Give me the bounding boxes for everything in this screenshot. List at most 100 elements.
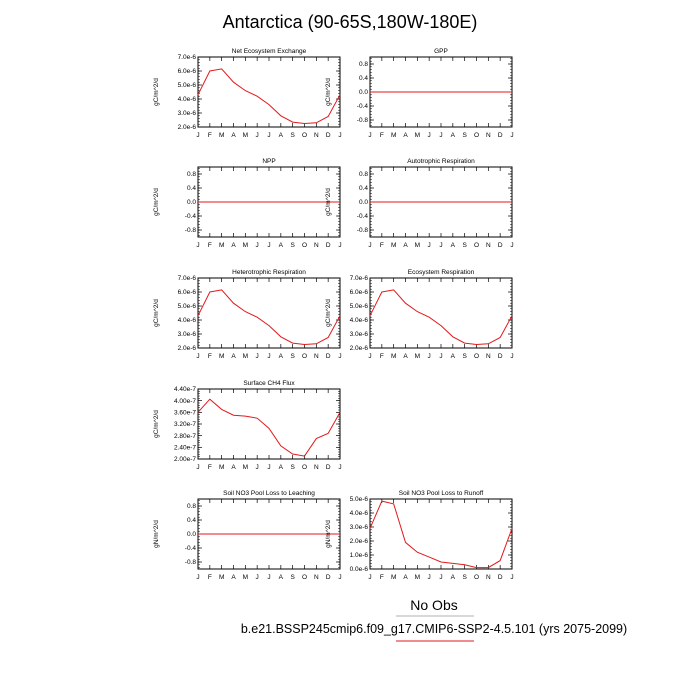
y-tick-label: -0.8: [185, 559, 197, 566]
x-tick-label: A: [231, 353, 236, 360]
x-tick-label: J: [439, 353, 442, 360]
panel-title: Ecosystem Respiration: [408, 269, 475, 276]
x-tick-label: J: [256, 353, 259, 360]
x-tick-label: A: [231, 242, 236, 249]
y-axis-label: gC/m^2/d: [153, 188, 160, 216]
x-tick-label: J: [368, 132, 371, 139]
x-tick-label: O: [474, 132, 479, 139]
y-tick-label: 2.0e-6: [178, 124, 197, 131]
x-tick-label: S: [462, 353, 467, 360]
x-tick-label: D: [326, 132, 331, 139]
y-tick-label: 0.0: [187, 199, 196, 206]
x-tick-label: N: [314, 464, 319, 471]
x-tick-label: A: [403, 242, 408, 249]
y-tick-label: 6.0e-6: [178, 68, 197, 75]
panel-title: Soil NO3 Pool Loss to Runoff: [399, 490, 484, 497]
y-tick-label: 5.0e-6: [350, 303, 369, 310]
x-tick-label: M: [219, 464, 224, 471]
panel-8: Soil NO3 Pool Loss to Leaching gN/m^2/d -0…: [153, 490, 342, 581]
panel-7: Surface CH4 Flux gC/m^2/d 2.00e-7 2.40e-7 2.…: [153, 380, 342, 471]
x-tick-label: A: [451, 353, 456, 360]
plot-frame: [197, 277, 341, 349]
x-tick-label: J: [368, 353, 371, 360]
y-axis-label: gC/m^2/d: [153, 410, 160, 438]
series-line: [197, 68, 341, 125]
x-tick-label: D: [326, 464, 331, 471]
y-tick-label: 7.0e-6: [350, 275, 369, 282]
y-tick-label: 0.8: [187, 503, 196, 510]
x-tick-label: A: [451, 574, 456, 581]
y-axis-label: gN/m^2/d: [325, 520, 332, 548]
panel-title: Soil NO3 Pool Loss to Leaching: [223, 490, 315, 497]
x-tick-label: J: [256, 132, 259, 139]
y-tick-label: 0.0: [359, 89, 368, 96]
y-tick-label: 5.0e-6: [350, 496, 369, 503]
x-tick-label: J: [368, 242, 371, 249]
x-tick-label: J: [338, 574, 341, 581]
x-tick-label: M: [243, 574, 248, 581]
legend: No Obs b.e21.BSSP245cmip6.f09_g17.CMIP6-…: [241, 597, 627, 642]
y-tick-label: -0.8: [357, 117, 369, 124]
y-tick-label: 4.00e-7: [174, 398, 196, 405]
legend-obs-label: No Obs: [410, 597, 457, 613]
legend-case-label: b.e21.BSSP245cmip6.f09_g17.CMIP6-SSP2-4.…: [241, 622, 627, 636]
x-tick-label: J: [439, 242, 442, 249]
plot-frame: [369, 277, 513, 349]
x-tick-label: N: [486, 242, 491, 249]
y-tick-label: 0.4: [187, 517, 196, 524]
x-tick-label: M: [391, 132, 396, 139]
series-line: [369, 500, 513, 569]
y-tick-label: 2.80e-7: [174, 433, 196, 440]
x-tick-label: A: [451, 242, 456, 249]
x-tick-label: F: [380, 132, 384, 139]
x-tick-label: J: [338, 353, 341, 360]
y-axis-label: gC/m^2/d: [153, 78, 160, 106]
x-tick-label: J: [196, 242, 199, 249]
x-tick-label: M: [415, 132, 420, 139]
x-tick-label: N: [314, 132, 319, 139]
x-tick-label: J: [256, 242, 259, 249]
x-tick-label: J: [196, 574, 199, 581]
x-tick-label: N: [486, 574, 491, 581]
y-tick-label: 0.0e-6: [350, 566, 369, 573]
y-tick-label: 2.00e-7: [174, 456, 196, 463]
y-tick-label: 2.0e-6: [350, 345, 369, 352]
y-tick-label: 0.0: [359, 199, 368, 206]
x-tick-label: M: [243, 353, 248, 360]
y-tick-label: 7.0e-6: [178, 54, 197, 61]
y-tick-label: 4.0e-6: [178, 96, 197, 103]
panel-4: Autotrophic Respiration gC/m^2/d -0.8 -0.4 0…: [325, 158, 514, 249]
x-tick-label: A: [403, 132, 408, 139]
x-tick-label: J: [267, 353, 270, 360]
y-tick-label: 2.0e-6: [350, 538, 369, 545]
y-axis-label: gC/m^2/d: [153, 299, 160, 327]
y-axis-label: gC/m^2/d: [325, 299, 332, 327]
y-tick-label: 4.40e-7: [174, 386, 196, 393]
panel-1: Net Ecosystem Exchange gC/m^2/d 2.0e-6 3.0e…: [153, 48, 342, 139]
x-tick-label: O: [302, 242, 307, 249]
panel-5: Heterotrophic Respiration gC/m^2/d 2.0e-6 3…: [153, 269, 342, 360]
x-tick-label: A: [279, 242, 284, 249]
panel-9: Soil NO3 Pool Loss to Runoff gN/m^2/d 0.0e…: [325, 490, 514, 581]
x-tick-label: M: [391, 353, 396, 360]
x-tick-label: F: [380, 242, 384, 249]
x-tick-label: J: [439, 132, 442, 139]
series-line: [197, 289, 341, 346]
x-tick-label: M: [415, 353, 420, 360]
x-tick-label: S: [290, 464, 295, 471]
x-tick-label: D: [498, 132, 503, 139]
x-tick-label: N: [486, 353, 491, 360]
y-tick-label: 3.0e-6: [350, 524, 369, 531]
y-tick-label: 6.0e-6: [178, 289, 197, 296]
x-tick-label: M: [243, 242, 248, 249]
x-tick-label: S: [290, 353, 295, 360]
x-tick-label: O: [474, 574, 479, 581]
figure-title: Antarctica (90-65S,180W-180E): [223, 12, 478, 32]
x-tick-label: O: [302, 353, 307, 360]
x-tick-label: J: [196, 132, 199, 139]
x-tick-label: A: [403, 353, 408, 360]
x-tick-label: J: [338, 464, 341, 471]
y-axis-label: gC/m^2/d: [325, 188, 332, 216]
x-tick-label: S: [462, 242, 467, 249]
y-tick-label: 4.0e-6: [350, 317, 369, 324]
